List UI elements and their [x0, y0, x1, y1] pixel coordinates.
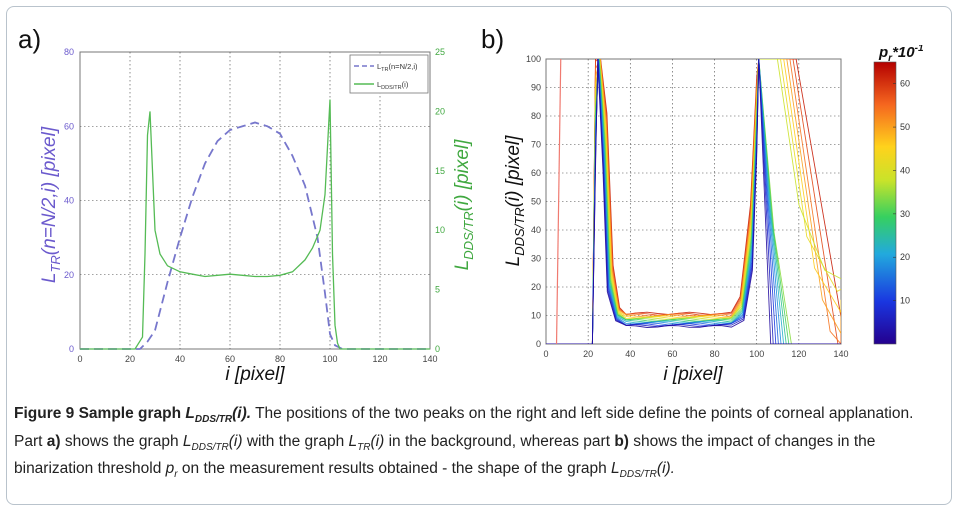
xtick-a: 140	[422, 354, 437, 364]
colorbar-tick: 30	[900, 209, 910, 219]
ytick-b: 60	[531, 168, 541, 178]
ytick-a-left: 60	[64, 121, 74, 131]
colorbar-tick: 20	[900, 252, 910, 262]
ytick-b: 70	[531, 140, 541, 150]
legend-a-item-1: LTR(n=N/2,i)	[377, 62, 418, 73]
colorbar-label: pr*10-1	[878, 45, 924, 64]
xtick-a: 40	[175, 354, 185, 364]
colorbar-tick: 10	[900, 296, 910, 306]
ylabel-b: LDDS/TR(i) [pixel]	[503, 135, 527, 266]
xtick-a: 100	[322, 354, 337, 364]
xlabel-a: i [pixel]	[225, 364, 285, 385]
colorbar	[873, 61, 897, 345]
xtick-a: 0	[77, 354, 82, 364]
colorbar-tick: 40	[900, 165, 910, 175]
xtick-b: 120	[791, 349, 806, 359]
colorbar-tick: 50	[900, 122, 910, 132]
ylabel-a-right: LDDS/TR(i) [pixel]	[452, 139, 475, 270]
ytick-a-right: 25	[435, 47, 445, 57]
ytick-b: 40	[531, 225, 541, 235]
ytick-b: 20	[531, 282, 541, 292]
xtick-b: 140	[833, 349, 848, 359]
xtick-a: 80	[275, 354, 285, 364]
figure-caption: Figure 9 Sample graph LDDS/TR(i). The po…	[14, 405, 914, 481]
colorbar-tick: 60	[900, 79, 910, 89]
caption-title: Figure 9 Sample graph LDDS/TR(i).	[14, 405, 252, 426]
ytick-a-right: 20	[435, 106, 445, 116]
plot-area-a	[79, 51, 431, 350]
chart-b: 0 20 40 60 80 100 120 140 0 10 20 30 40 50 60 70 80 90 100…	[503, 45, 924, 385]
series-b-edge	[555, 59, 562, 344]
ytick-b: 30	[531, 254, 541, 264]
ytick-b: 0	[536, 339, 541, 349]
xtick-b: 60	[667, 349, 677, 359]
ytick-a-right: 5	[435, 285, 440, 295]
series-b-16	[546, 59, 841, 344]
xtick-b: 80	[710, 349, 720, 359]
panel-b-label: b)	[481, 24, 505, 54]
series-a-2	[80, 99, 430, 350]
xtick-b: 100	[749, 349, 764, 359]
ytick-a-right: 15	[435, 166, 445, 176]
ytick-b: 50	[531, 197, 541, 207]
ytick-a-left: 80	[64, 47, 74, 57]
ytick-b: 10	[531, 311, 541, 321]
panel-a-label: a)	[18, 24, 42, 54]
ytick-a-left: 20	[64, 270, 74, 280]
legend-a: LTR(n=N/2,i) LDDS/TR(i)	[349, 54, 429, 94]
xtick-b: 20	[583, 349, 593, 359]
legend-a-item-2: LDDS/TR(i)	[377, 80, 409, 91]
ytick-a-left: 0	[69, 344, 74, 354]
series-a-1	[80, 121, 430, 350]
ytick-a-right: 10	[435, 225, 445, 235]
ytick-b: 100	[526, 54, 541, 64]
ytick-b: 90	[531, 83, 541, 93]
xtick-a: 120	[372, 354, 387, 364]
ytick-b: 80	[531, 111, 541, 121]
xtick-a: 60	[225, 354, 235, 364]
ylabel-a-left: LTR(n=N/2,i) [pixel]	[39, 126, 63, 283]
xtick-b: 40	[625, 349, 635, 359]
ytick-a-right: 0	[435, 344, 440, 354]
xtick-b: 0	[543, 349, 548, 359]
ytick-a-left: 40	[64, 196, 74, 206]
xlabel-b: i [pixel]	[663, 364, 723, 385]
xtick-a: 20	[125, 354, 135, 364]
